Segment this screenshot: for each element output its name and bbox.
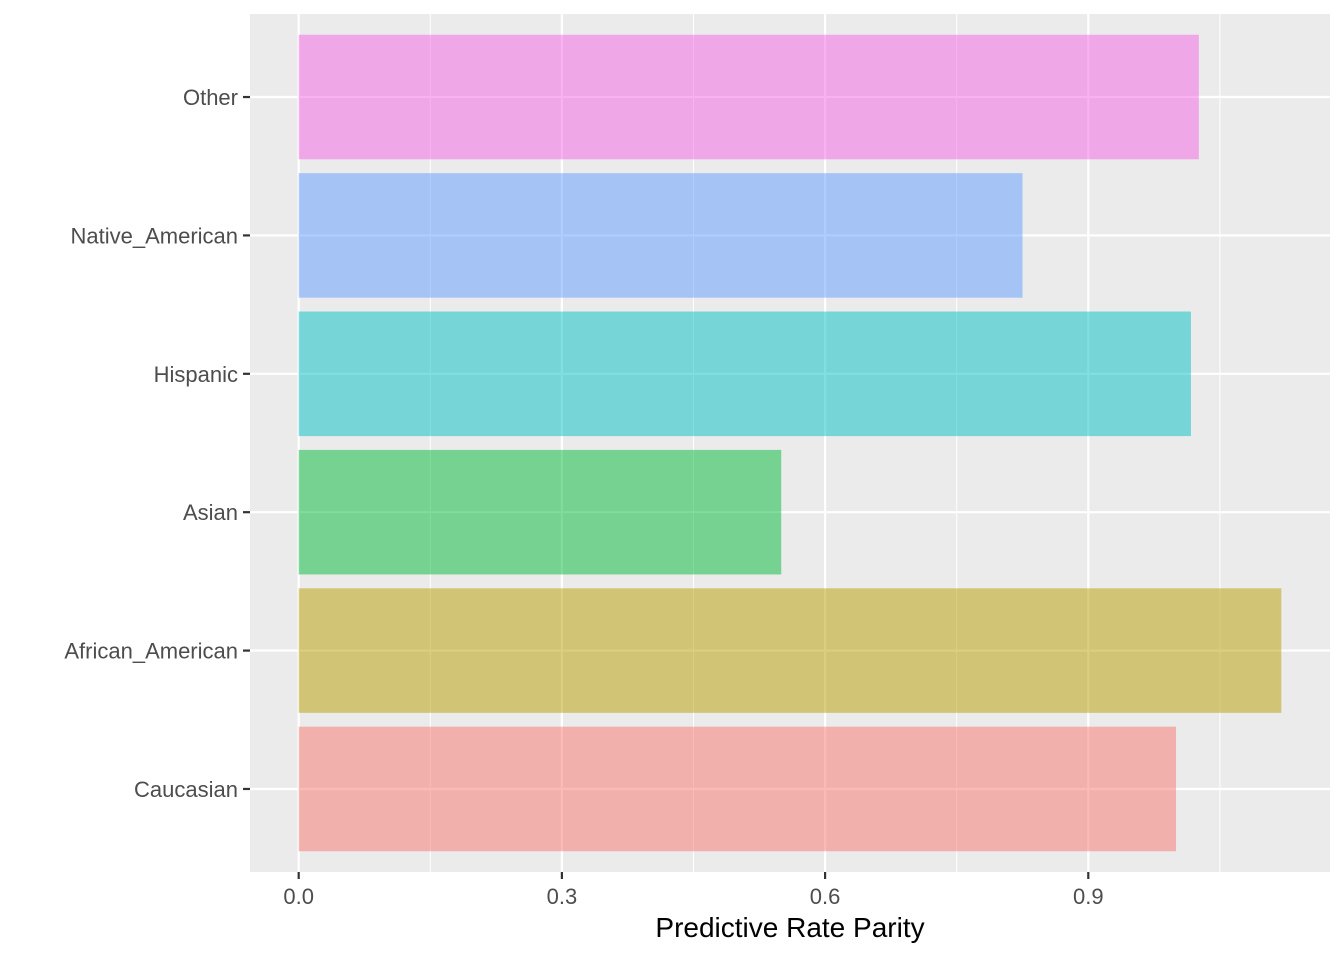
y-tick-label: Other bbox=[183, 85, 238, 110]
y-tick-label: Hispanic bbox=[154, 362, 238, 387]
x-axis: 0.0 0.3 0.6 0.9 bbox=[283, 872, 1104, 909]
bar-native-american bbox=[298, 173, 1023, 298]
bar-asian bbox=[298, 449, 782, 575]
y-axis: Caucasian African_American Asian Hispanic Na… bbox=[64, 85, 250, 802]
bars bbox=[298, 34, 1282, 852]
y-tick-label: African_American bbox=[64, 639, 238, 664]
bar-african-american bbox=[298, 588, 1282, 713]
bar-other bbox=[298, 34, 1199, 160]
x-tick-label: 0.0 bbox=[283, 884, 314, 909]
x-tick-label: 0.6 bbox=[810, 884, 841, 909]
y-tick-label: Native_American bbox=[70, 223, 238, 248]
x-tick-label: 0.3 bbox=[547, 884, 578, 909]
x-axis-title: Predictive Rate Parity bbox=[655, 912, 924, 943]
y-tick-label: Caucasian bbox=[134, 777, 238, 802]
y-tick-label: Asian bbox=[183, 500, 238, 525]
x-tick-label: 0.9 bbox=[1073, 884, 1104, 909]
bar-caucasian bbox=[298, 726, 1177, 852]
bar-hispanic bbox=[298, 311, 1191, 437]
